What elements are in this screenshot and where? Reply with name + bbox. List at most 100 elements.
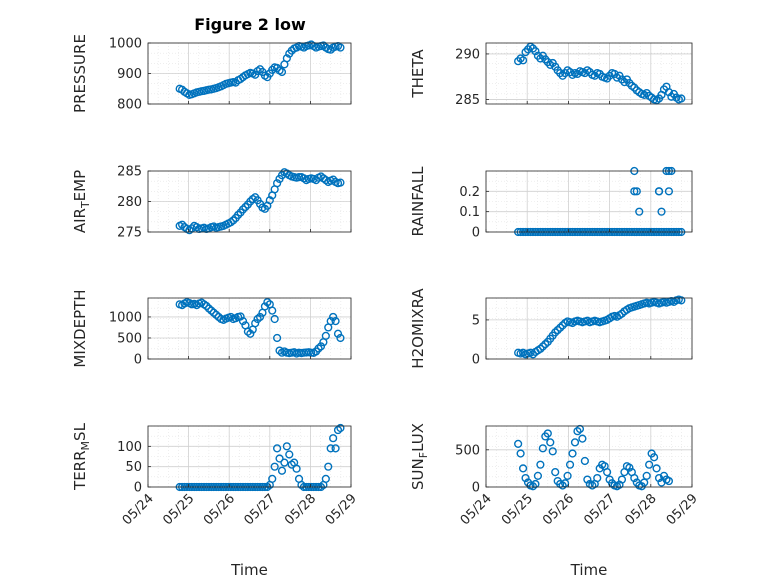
- data-point: [548, 447, 557, 456]
- x-tick-label: 05/28: [282, 491, 319, 528]
- data-point: [268, 474, 277, 483]
- data-point: [275, 346, 284, 355]
- data-point: [329, 312, 338, 322]
- data-point: [273, 63, 282, 73]
- data-point: [558, 481, 567, 490]
- axes-box: [485, 170, 693, 233]
- data-point: [336, 423, 345, 433]
- data-point: [336, 333, 345, 343]
- data-point: [316, 342, 326, 351]
- data-point: [645, 460, 654, 469]
- y-tick-label: 0: [472, 353, 480, 368]
- data-point: [260, 302, 270, 311]
- y-tick-label: 500: [455, 443, 480, 458]
- y-axis-label: PRESSURE: [71, 34, 89, 113]
- data-point: [287, 460, 296, 469]
- data-point: [593, 473, 602, 483]
- data-point: [664, 187, 674, 196]
- data-point: [253, 314, 262, 324]
- data-point: [630, 473, 639, 483]
- data-point: [516, 449, 525, 458]
- axes-box: [485, 42, 693, 105]
- x-tick-label: 05/27: [242, 491, 279, 528]
- data-point: [565, 460, 575, 469]
- data-point: [657, 207, 666, 216]
- y-tick-label: 280: [117, 195, 142, 210]
- data-point: [551, 328, 560, 337]
- data-point: [531, 479, 540, 489]
- data-point: [518, 464, 528, 473]
- data-point: [551, 468, 560, 477]
- y-axis-label: MIXDEPTH: [71, 289, 89, 367]
- x-tick-label: 05/25: [160, 491, 197, 528]
- y-tick-label: 285: [455, 93, 480, 108]
- data-point: [543, 429, 552, 438]
- data-point: [333, 425, 343, 435]
- data-point: [209, 308, 218, 317]
- x-tick-label: 05/27: [581, 491, 618, 528]
- data-point: [268, 306, 277, 315]
- data-point: [241, 202, 250, 212]
- subplot-air_temp: 275 280 285 AIRTEMP: [71, 165, 352, 241]
- data-point: [326, 317, 335, 326]
- x-tick-label: 05/24: [120, 491, 157, 528]
- data-point: [204, 304, 214, 313]
- x-tick-label: 05/26: [540, 491, 577, 528]
- y-tick-label: 1000: [109, 37, 142, 52]
- axes-box: [485, 425, 693, 488]
- data-point: [518, 56, 528, 65]
- data-point: [538, 342, 547, 351]
- x-tick-label: 05/28: [623, 491, 660, 528]
- data-point: [331, 444, 340, 453]
- data-point: [640, 478, 649, 487]
- data-point: [536, 344, 545, 353]
- data-point: [528, 482, 538, 491]
- data-point: [568, 449, 577, 458]
- data-point: [273, 179, 282, 188]
- data-point: [570, 438, 580, 447]
- subplot-theta: 285 290 THETA: [409, 42, 693, 108]
- y-axis-label: H2OMIXRA: [409, 288, 427, 369]
- data-point: [654, 473, 664, 483]
- x-tick-label: 05/25: [499, 491, 536, 528]
- subplot-h2omixra: 0 5 H2OMIXRA: [409, 288, 693, 369]
- data-point: [275, 454, 284, 463]
- data-point: [321, 474, 330, 483]
- y-tick-label: 500: [117, 331, 142, 346]
- data-point: [255, 312, 265, 322]
- data-point: [324, 462, 333, 471]
- data-point: [578, 434, 587, 443]
- y-tick-label: 5: [472, 313, 480, 328]
- data-point: [331, 317, 340, 326]
- subplot-mixdepth: 0 500 1000 MIXDEPTH: [71, 289, 352, 368]
- figure-title: Figure 2 low: [194, 15, 306, 34]
- y-tick-label: 0: [472, 481, 480, 496]
- data-point: [282, 442, 291, 451]
- x-tick-label: 05/29: [323, 491, 360, 528]
- y-tick-label: 0: [134, 481, 142, 496]
- x-tick-label: 05/24: [458, 491, 495, 528]
- data-point: [297, 480, 306, 490]
- data-point: [521, 473, 530, 483]
- data-point: [314, 344, 323, 353]
- data-point: [652, 464, 661, 473]
- subplot-terr_msl: 0 50 100 05/24 05/25 05/26 05/27 05/28 05/29 TERR…: [71, 422, 360, 579]
- data-point: [263, 298, 272, 307]
- y-tick-label: 1000: [109, 310, 142, 325]
- data-point: [326, 444, 335, 453]
- y-tick-label: 0.2: [459, 185, 480, 200]
- y-tick-label: 0: [134, 353, 142, 368]
- y-tick-label: 50: [125, 460, 142, 475]
- y-tick-label: 0.1: [459, 205, 480, 220]
- data-point: [617, 475, 627, 484]
- data-point: [575, 424, 585, 434]
- data-point: [273, 444, 282, 453]
- data-point: [531, 47, 540, 56]
- data-point: [677, 94, 686, 103]
- data-point: [635, 207, 644, 216]
- data-point: [664, 476, 674, 486]
- x-axis-label: Time: [570, 561, 608, 579]
- data-point: [642, 471, 651, 480]
- data-point: [277, 466, 287, 475]
